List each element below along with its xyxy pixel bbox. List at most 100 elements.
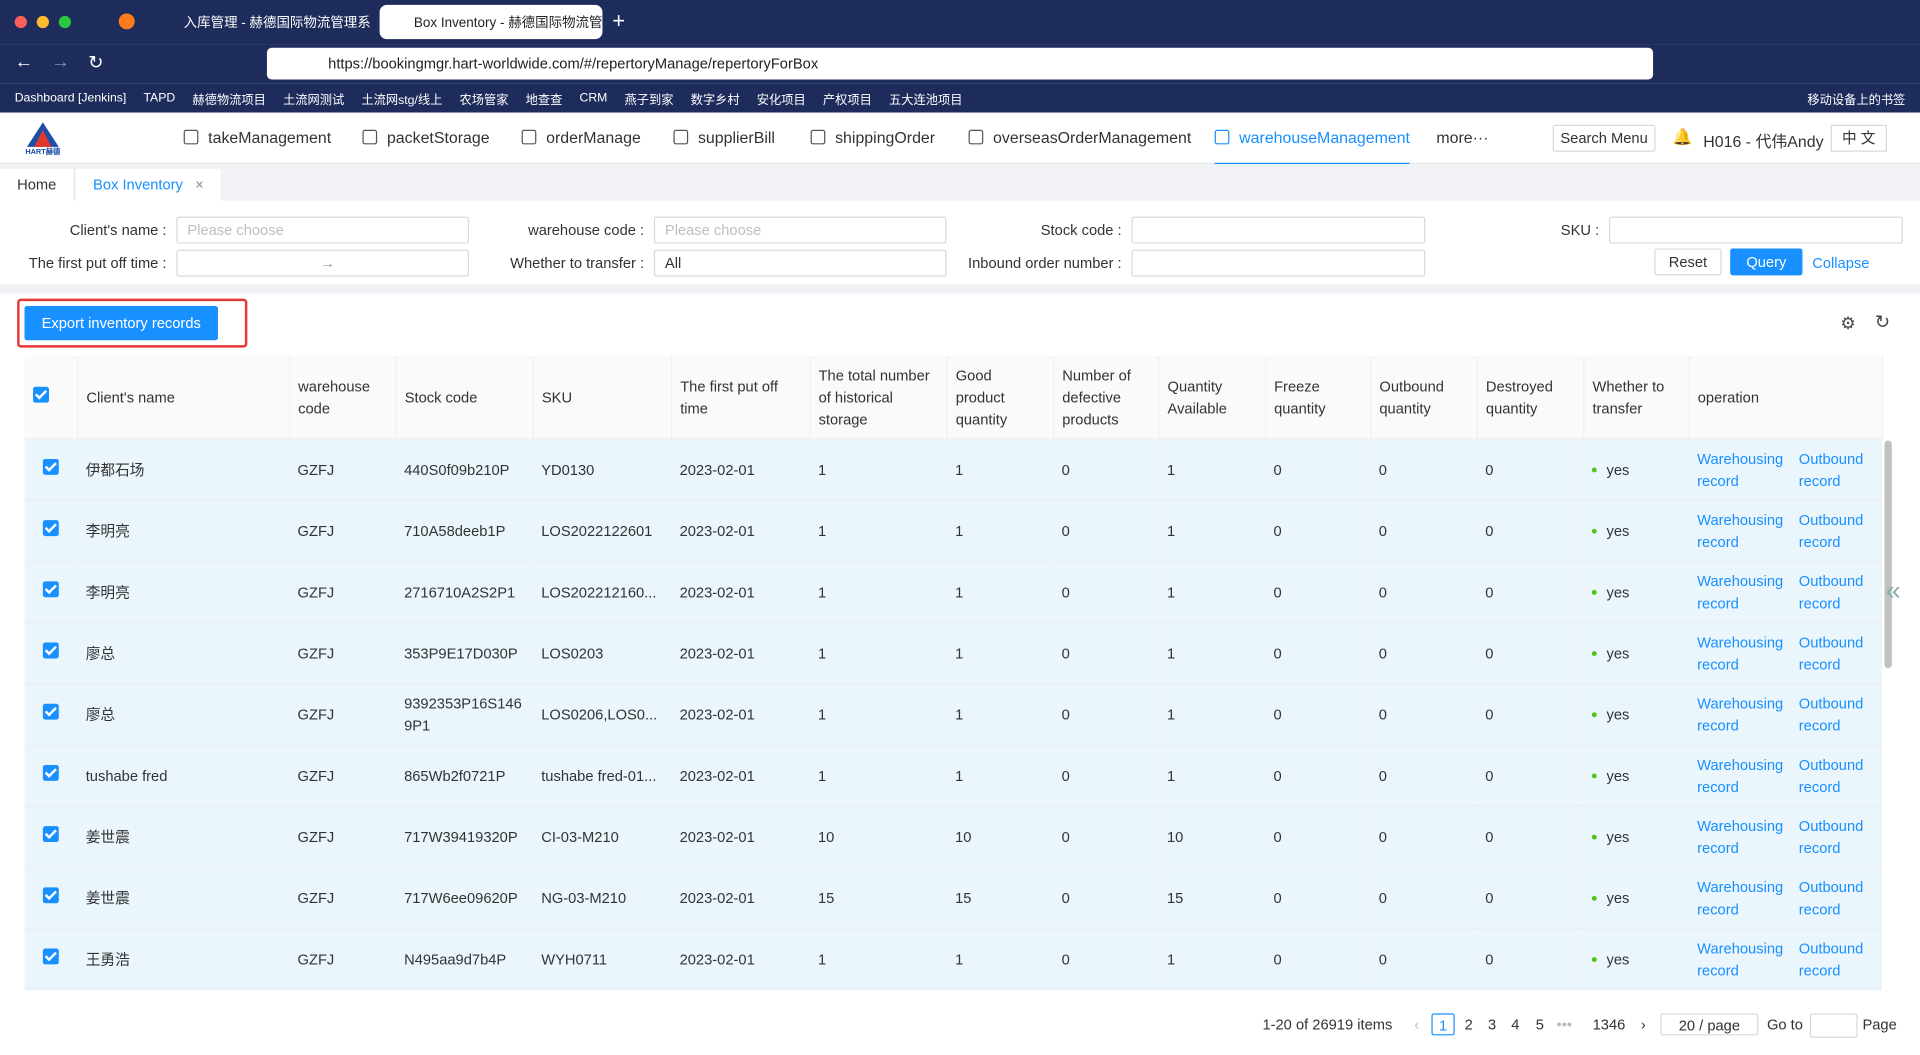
- page-number[interactable]: 3: [1487, 1015, 1497, 1033]
- checkbox[interactable]: [42, 886, 59, 903]
- address-field[interactable]: https://bookingmgr.hart-worldwide.com/#/…: [266, 47, 1654, 80]
- bookmark[interactable]: 移动设备上的书签: [1807, 93, 1906, 108]
- operation-link[interactable]: Outbound record: [1798, 939, 1864, 979]
- bookmark[interactable]: 土流网stg/线上: [361, 93, 443, 108]
- cell-text: yes: [1606, 705, 1630, 723]
- nav-item[interactable]: packetStorage: [362, 113, 490, 163]
- sku-input[interactable]: [1608, 216, 1903, 244]
- bell-icon[interactable]: 🔔: [1672, 127, 1693, 146]
- operation-link[interactable]: Warehousing record: [1697, 816, 1784, 857]
- reset-button[interactable]: Reset: [1654, 248, 1722, 276]
- collapse-link[interactable]: Collapse: [1812, 254, 1870, 272]
- nav-item[interactable]: warehouseManagement: [1214, 113, 1410, 166]
- side-toggle[interactable]: «: [1885, 575, 1901, 606]
- forward[interactable]: →: [51, 51, 70, 73]
- bookmark[interactable]: 赫德物流项目: [192, 93, 266, 108]
- next-page[interactable]: ›: [1640, 1015, 1646, 1033]
- max-dot[interactable]: [58, 15, 72, 29]
- checkbox[interactable]: [42, 947, 59, 964]
- client-select[interactable]: Please choose: [176, 216, 469, 244]
- export-button[interactable]: Export inventory records: [24, 305, 218, 341]
- nav-item[interactable]: shippingOrder: [810, 113, 935, 163]
- tab-close[interactable]: ×: [195, 176, 204, 194]
- checkbox[interactable]: [42, 764, 59, 781]
- checkbox[interactable]: [42, 580, 59, 597]
- page-number[interactable]: 4: [1511, 1015, 1520, 1033]
- operation-link[interactable]: Warehousing record: [1697, 755, 1784, 795]
- page-number[interactable]: •••: [1556, 1015, 1572, 1033]
- page-number[interactable]: 1: [1431, 1013, 1455, 1036]
- user[interactable]: H016 - 代伟Andy: [1703, 132, 1824, 151]
- operation-link[interactable]: Outbound record: [1798, 572, 1864, 612]
- checkbox[interactable]: [42, 703, 59, 720]
- stock-input[interactable]: [1131, 216, 1426, 244]
- prev-page[interactable]: ‹: [1414, 1015, 1420, 1033]
- bookmark[interactable]: 产权项目: [822, 93, 872, 108]
- checkbox[interactable]: [42, 641, 59, 658]
- page-number[interactable]: 2: [1464, 1015, 1473, 1033]
- operation-link[interactable]: Warehousing record: [1697, 878, 1784, 918]
- operation-link[interactable]: Outbound record: [1798, 878, 1864, 918]
- page-number[interactable]: 1346: [1592, 1015, 1626, 1033]
- page-number[interactable]: 5: [1535, 1015, 1544, 1033]
- search-menu[interactable]: Search Menu: [1552, 124, 1656, 152]
- bookmark[interactable]: 地查查: [525, 93, 563, 108]
- cell: 1: [809, 561, 947, 623]
- browser-tab[interactable]: 入库管理 - 赫德国际物流管理系统: [183, 15, 370, 31]
- page-tab[interactable]: Home: [0, 168, 75, 201]
- bookmark[interactable]: 农场管家: [459, 93, 509, 108]
- operation-link[interactable]: Outbound record: [1798, 755, 1864, 795]
- operation-link[interactable]: Warehousing record: [1697, 633, 1784, 673]
- operation-link[interactable]: Outbound record: [1798, 510, 1864, 551]
- language[interactable]: 中 文: [1830, 124, 1887, 152]
- url: https://bookingmgr.hart-worldwide.com/#/…: [328, 55, 819, 73]
- nav-item[interactable]: takeManagement: [183, 113, 331, 163]
- back[interactable]: ←: [14, 51, 34, 73]
- operation-link[interactable]: Outbound record: [1798, 816, 1864, 857]
- date-range[interactable]: →: [176, 249, 469, 277]
- min-dot[interactable]: [36, 15, 49, 29]
- checkbox[interactable]: [42, 519, 59, 536]
- cell: 0: [1053, 744, 1159, 807]
- reload[interactable]: ↻: [88, 52, 104, 74]
- nav-item[interactable]: orderManage: [521, 113, 641, 163]
- bookmark[interactable]: 燕子到家: [624, 93, 674, 108]
- operation-link[interactable]: Outbound record: [1798, 449, 1864, 489]
- bookmark[interactable]: 数字乡村: [690, 93, 740, 108]
- goto-input[interactable]: [1809, 1013, 1858, 1038]
- settings-icon[interactable]: ⚙: [1840, 313, 1856, 333]
- operation-link[interactable]: Outbound record: [1798, 694, 1864, 734]
- new-tab[interactable]: +: [612, 8, 626, 34]
- refresh-icon[interactable]: ↻: [1874, 312, 1891, 333]
- bookmark[interactable]: 土流网测试: [282, 93, 345, 108]
- browser-tab[interactable]: Box Inventory - 赫德国际物流管理系统: [379, 4, 603, 40]
- page-size[interactable]: 20 / page: [1660, 1013, 1759, 1036]
- operation-link[interactable]: Warehousing record: [1697, 510, 1784, 551]
- nav-item[interactable]: overseasOrderManagement: [968, 113, 1191, 163]
- query-button[interactable]: Query: [1730, 248, 1803, 276]
- cell: 1: [1158, 683, 1265, 746]
- operation-link[interactable]: Warehousing record: [1697, 694, 1784, 734]
- operation-link[interactable]: Outbound record: [1798, 633, 1864, 673]
- cell: 1: [809, 499, 947, 562]
- transfer-select[interactable]: All: [653, 249, 947, 277]
- close-dot[interactable]: [14, 15, 27, 29]
- operation-link[interactable]: Warehousing record: [1697, 572, 1784, 612]
- operation-link[interactable]: Warehousing record: [1697, 939, 1784, 979]
- bookmark[interactable]: 五大连池项目: [888, 93, 963, 108]
- cell: 865Wb2f0721P: [395, 744, 533, 807]
- operation-link[interactable]: Warehousing record: [1697, 449, 1784, 489]
- nav-item[interactable]: more···: [1436, 113, 1488, 163]
- inbound-input[interactable]: [1131, 249, 1426, 277]
- nav-item[interactable]: supplierBill: [673, 113, 775, 163]
- bookmark[interactable]: CRM: [579, 91, 608, 105]
- checkbox[interactable]: [33, 386, 49, 403]
- page-tab[interactable]: Box Inventory ×: [75, 168, 221, 201]
- checkbox[interactable]: [42, 825, 59, 842]
- warehouse-select[interactable]: Please choose: [653, 216, 947, 244]
- bookmark[interactable]: Dashboard [Jenkins]: [14, 91, 127, 105]
- cell: 1: [809, 928, 947, 991]
- bookmark[interactable]: TAPD: [143, 91, 176, 105]
- bookmark[interactable]: 安化项目: [756, 93, 806, 108]
- checkbox[interactable]: [42, 458, 59, 475]
